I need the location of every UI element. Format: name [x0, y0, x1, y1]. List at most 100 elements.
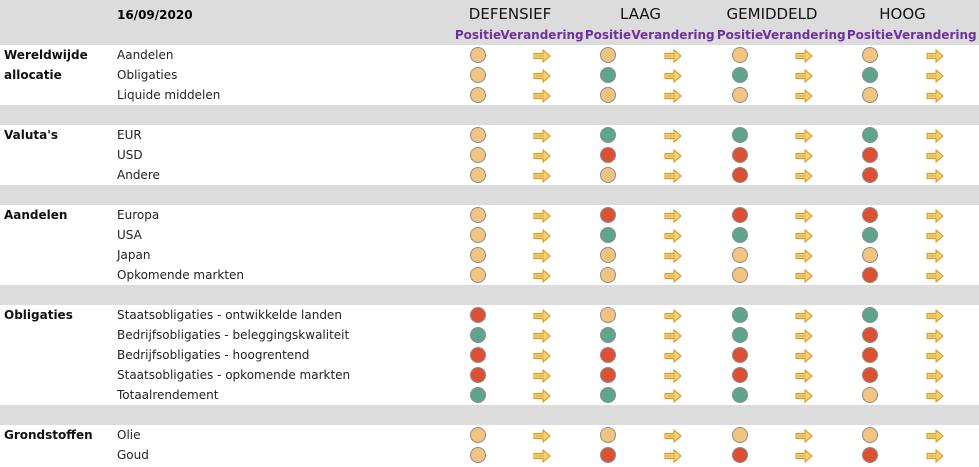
change-arrow — [533, 368, 551, 384]
change-arrow — [926, 148, 944, 164]
column-header: Verandering — [762, 28, 846, 42]
position-dot — [600, 207, 616, 223]
position-dot — [862, 87, 878, 103]
position-dot — [600, 87, 616, 103]
position-dot — [862, 47, 878, 63]
position-dot — [732, 47, 748, 63]
separator — [0, 405, 979, 425]
column-header: Positie — [584, 28, 632, 42]
change-arrow — [533, 328, 551, 344]
change-arrow — [795, 228, 813, 244]
change-arrow — [795, 128, 813, 144]
change-arrow — [795, 328, 813, 344]
row-label: Bedrijfsobligaties - beleggingskwaliteit — [117, 328, 350, 342]
position-dot — [600, 347, 616, 363]
position-dot — [732, 167, 748, 183]
position-dot — [732, 387, 748, 403]
change-arrow — [664, 448, 682, 464]
position-dot — [470, 147, 486, 163]
column-header: Positie — [846, 28, 894, 42]
row-label: Bedrijfsobligaties - hoogrentend — [117, 348, 310, 362]
row-label: USD — [117, 148, 143, 162]
position-dot — [862, 347, 878, 363]
row-label: EUR — [117, 128, 142, 142]
row-label: Goud — [117, 448, 149, 462]
group-label: Grondstoffen — [4, 428, 93, 442]
change-arrow — [664, 228, 682, 244]
change-arrow — [795, 88, 813, 104]
position-dot — [732, 347, 748, 363]
change-arrow — [664, 68, 682, 84]
separator — [0, 185, 979, 205]
position-dot — [600, 307, 616, 323]
column-header: Verandering — [893, 28, 977, 42]
position-dot — [862, 227, 878, 243]
change-arrow — [664, 128, 682, 144]
change-arrow — [926, 368, 944, 384]
row-label: Europa — [117, 208, 160, 222]
group-label: Wereldwijde allocatie — [4, 48, 88, 82]
position-dot — [862, 207, 878, 223]
row-label: Staatsobligaties - opkomende markten — [117, 368, 351, 382]
change-arrow — [664, 388, 682, 404]
change-arrow — [533, 48, 551, 64]
change-arrow — [926, 88, 944, 104]
position-dot — [600, 447, 616, 463]
position-dot — [600, 227, 616, 243]
position-dot — [862, 327, 878, 343]
change-arrow — [533, 248, 551, 264]
position-dot — [470, 247, 486, 263]
position-dot — [470, 387, 486, 403]
change-arrow — [533, 168, 551, 184]
change-arrow — [664, 328, 682, 344]
position-dot — [470, 267, 486, 283]
change-arrow — [795, 348, 813, 364]
change-arrow — [926, 168, 944, 184]
scenario-header: HOOG — [879, 5, 926, 23]
change-arrow — [926, 268, 944, 284]
change-arrow — [795, 208, 813, 224]
change-arrow — [533, 228, 551, 244]
position-dot — [470, 207, 486, 223]
change-arrow — [664, 48, 682, 64]
change-arrow — [533, 148, 551, 164]
change-arrow — [795, 428, 813, 444]
change-arrow — [533, 268, 551, 284]
position-dot — [600, 67, 616, 83]
row-label: Olie — [117, 428, 141, 442]
position-dot — [470, 67, 486, 83]
position-dot — [600, 427, 616, 443]
row-label: USA — [117, 228, 142, 242]
position-dot — [600, 167, 616, 183]
position-dot — [732, 367, 748, 383]
position-dot — [732, 267, 748, 283]
change-arrow — [795, 388, 813, 404]
change-arrow — [795, 308, 813, 324]
change-arrow — [533, 448, 551, 464]
group-label: Valuta's — [4, 128, 59, 142]
change-arrow — [926, 388, 944, 404]
change-arrow — [664, 88, 682, 104]
row-label: Japan — [117, 248, 151, 262]
separator — [0, 285, 979, 305]
position-dot — [470, 347, 486, 363]
position-dot — [862, 67, 878, 83]
position-dot — [470, 367, 486, 383]
change-arrow — [795, 148, 813, 164]
position-dot — [732, 447, 748, 463]
change-arrow — [533, 208, 551, 224]
column-header: Verandering — [631, 28, 715, 42]
change-arrow — [926, 328, 944, 344]
header-band — [0, 0, 979, 45]
position-dot — [862, 427, 878, 443]
change-arrow — [795, 68, 813, 84]
position-dot — [862, 367, 878, 383]
change-arrow — [795, 448, 813, 464]
change-arrow — [533, 388, 551, 404]
position-dot — [470, 127, 486, 143]
position-dot — [862, 247, 878, 263]
change-arrow — [533, 88, 551, 104]
position-dot — [862, 127, 878, 143]
scenario-header: DEFENSIEF — [468, 5, 552, 23]
